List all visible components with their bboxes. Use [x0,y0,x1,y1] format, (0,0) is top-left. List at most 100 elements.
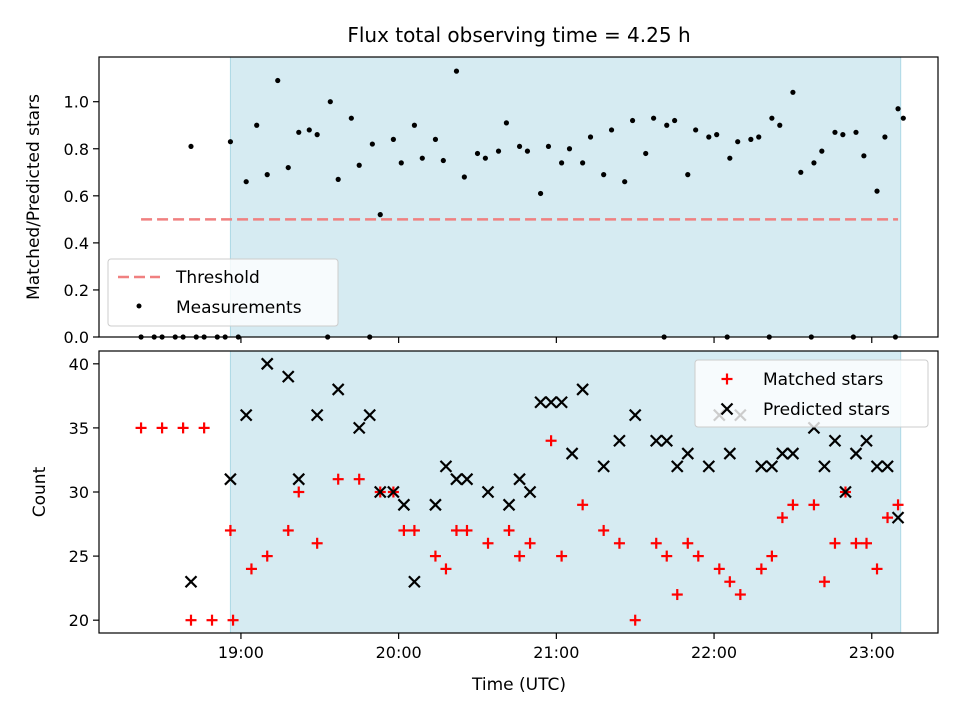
measurement-point [798,169,804,175]
predicted-star-point [776,447,789,460]
y-tick-label: 35 [69,419,89,438]
measurement-point [790,89,796,95]
matched-star-point [408,524,420,536]
legend-threshold-label: Threshold [175,268,260,288]
matched-star-point [671,589,683,601]
legend-predicted-swatch [720,402,734,416]
predicted-star-point [576,383,589,396]
measurement-point [748,136,754,142]
matched-star-point [177,422,189,434]
matched-star-point [724,576,736,588]
measurement-point [545,143,552,150]
top-panel-frame [98,56,939,338]
matched-star-point [185,614,197,626]
measurement-point [664,122,670,128]
measurement-point [432,136,439,142]
matched-star-point [892,499,904,511]
measurement-point [601,172,607,178]
legend-predicted-label: Predicted stars [763,400,890,420]
predicted-star-point [555,395,568,409]
predicted-star-point [860,434,873,448]
matched-star-point [524,537,536,549]
matched-star-point [135,422,147,434]
predicted-star-point [429,498,442,512]
y-tick-label: 0.0 [64,328,89,347]
predicted-star-point [649,434,663,448]
matched-star-point [850,537,862,549]
y-tick-label: 20 [69,611,89,630]
predicted-star-point [613,434,626,448]
measurement-point [651,115,657,121]
matched-star-point [776,512,788,524]
measurement-point [895,106,901,112]
matched-star-point [450,524,462,536]
matched-star-point [156,422,168,434]
measurement-point [440,157,446,164]
matched-star-point [293,486,305,498]
matched-star-point [353,473,365,485]
predicted-star-point [184,575,198,589]
y-tick-label: 0.2 [64,281,89,300]
observing-window-shade [229,56,902,338]
predicted-star-point [502,498,516,512]
bottom-x-ticks: 19:00 20:00 21:00 22:00 23:00 [218,633,895,662]
matched-star-point [206,614,218,626]
matched-star-point [629,614,641,626]
chart-title: Flux total observing time = 4.25 h [347,23,690,47]
matched-star-point [261,550,273,562]
measurement-point [335,176,341,182]
predicted-star-point [765,460,779,473]
predicted-star-point [670,460,684,473]
matched-star-point [734,589,746,601]
measurement-point [685,172,691,178]
matched-star-point [682,537,694,549]
legend-measurements-label: Measurements [176,298,302,318]
predicted-star-point [352,421,366,435]
measurement-point [348,115,354,121]
predicted-star-point [565,447,579,460]
predicted-star-point [544,395,558,409]
matched-star-point [766,550,778,562]
matched-star-point [650,537,662,549]
y-tick-label: 0.8 [64,140,89,159]
predicted-star-point [786,447,800,460]
matched-star-point [613,537,625,549]
bottom-legend-box [694,359,929,428]
measurement-point [819,148,825,154]
measurement-point [377,212,383,218]
legend-matched-marker [721,373,733,385]
matched-star-point [556,550,568,562]
predicted-star-point [534,395,547,409]
predicted-star-point [373,485,387,499]
measurement-point [275,77,281,84]
measurement-point [566,146,573,152]
measurement-point [306,127,312,133]
y-tick-label: 1.0 [64,93,89,112]
predicted-star-point [828,434,842,448]
top-y-axis-label: Matched/Predicted stars [24,94,44,300]
measurement-point [559,160,565,166]
y-tick-label: 40 [69,355,89,374]
measurement-point [769,115,775,121]
measurement-point [643,150,649,157]
measurement-point [227,139,234,145]
matched-star-point [227,614,239,626]
measurement-point [243,179,249,185]
matched-star-point [482,537,494,549]
predicted-star-point [513,472,526,486]
predicted-star-point [439,460,453,473]
matched-star-point [808,499,820,511]
top-x-ticks [240,337,873,343]
matched-star-point [871,563,883,575]
measurement-point [474,150,481,157]
measurement-point [756,134,762,140]
matched-star-point [882,512,894,524]
measurement-point [727,155,733,161]
predicted-star-point [224,472,237,486]
measurement-point [356,162,362,168]
matched-star-point [224,524,236,536]
predicted-star-point [397,498,411,512]
predicted-star-point [460,472,474,486]
bottom-panel: 19:00 20:00 21:00 22:00 23:00 20 25 30 35 40 Cou… [30,350,939,695]
